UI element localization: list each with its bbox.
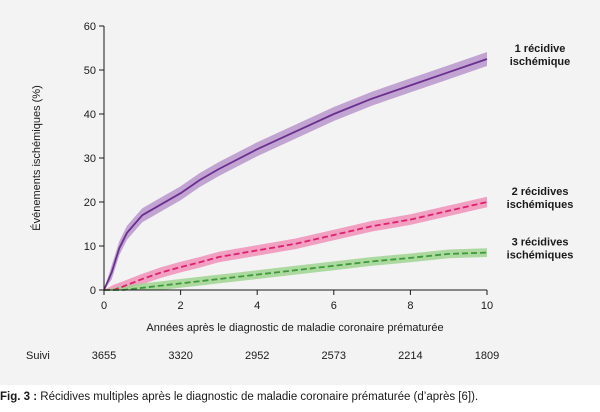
series-label-1: 1 récidive ischémique [510, 43, 571, 68]
x-tick-label: 10 [481, 300, 493, 312]
figure-caption: Fig. 3 : Récidives multiples après le di… [0, 389, 600, 405]
y-tick-label: 50 [84, 65, 96, 77]
followup-value: 1809 [475, 350, 499, 362]
series-line-2 [104, 201, 488, 291]
followup-value: 3320 [168, 350, 192, 362]
x-tick-label: 2 [178, 300, 184, 312]
axes: 0 10 20 30 40 50 60 0 2 4 6 8 10 [84, 21, 493, 312]
series-label-line: 2 récidives [512, 186, 569, 198]
followup-value: 2952 [245, 350, 269, 362]
y-tick-label: 10 [84, 241, 96, 253]
series-line-1 [103, 58, 488, 291]
y-tick-label: 40 [84, 109, 96, 121]
caption-label: Fig. 3 : [0, 391, 38, 403]
x-tick-label: 6 [331, 300, 337, 312]
series-line-3 [104, 251, 488, 291]
y-tick-label: 30 [84, 153, 96, 165]
caption-text: Récidives multiples après le diagnostic … [37, 391, 479, 403]
x-tick-label: 4 [254, 300, 260, 312]
x-tick-label: 0 [101, 300, 107, 312]
confidence-bands [104, 52, 487, 290]
series-lines [103, 58, 488, 291]
series-label-line: ischémiques [507, 199, 574, 211]
x-tick-label: 8 [407, 300, 413, 312]
series-label-line: ischémique [510, 56, 571, 68]
y-axis-title: Événements ischémiques (%) [30, 85, 43, 231]
y-tick-label: 0 [90, 285, 96, 297]
y-tick-label: 60 [84, 21, 96, 33]
x-axis-title: Années après le diagnostic de maladie co… [146, 322, 443, 334]
ci-band-1 [104, 52, 487, 290]
series-label-line: 1 récidive [515, 43, 566, 55]
series-label-2: 2 récidives ischémiques [507, 186, 574, 211]
ci-band-3 [104, 248, 487, 290]
followup-value: 2214 [398, 350, 422, 362]
series-label-line: ischémiques [507, 250, 574, 262]
followup-label: Suivi [26, 350, 50, 362]
followup-value: 2573 [322, 350, 346, 362]
followup-values: 3655 3320 2952 2573 2214 1809 [92, 350, 499, 362]
ci-band-2 [104, 196, 487, 290]
series-label-3: 3 récidives ischémiques [507, 237, 574, 262]
series-label-line: 3 récidives [512, 237, 569, 249]
figure-panel: 0 10 20 30 40 50 60 0 2 4 6 8 10 1 récidive ischémiqu… [0, 0, 600, 385]
followup-value: 3655 [92, 350, 116, 362]
y-tick-label: 20 [84, 197, 96, 209]
